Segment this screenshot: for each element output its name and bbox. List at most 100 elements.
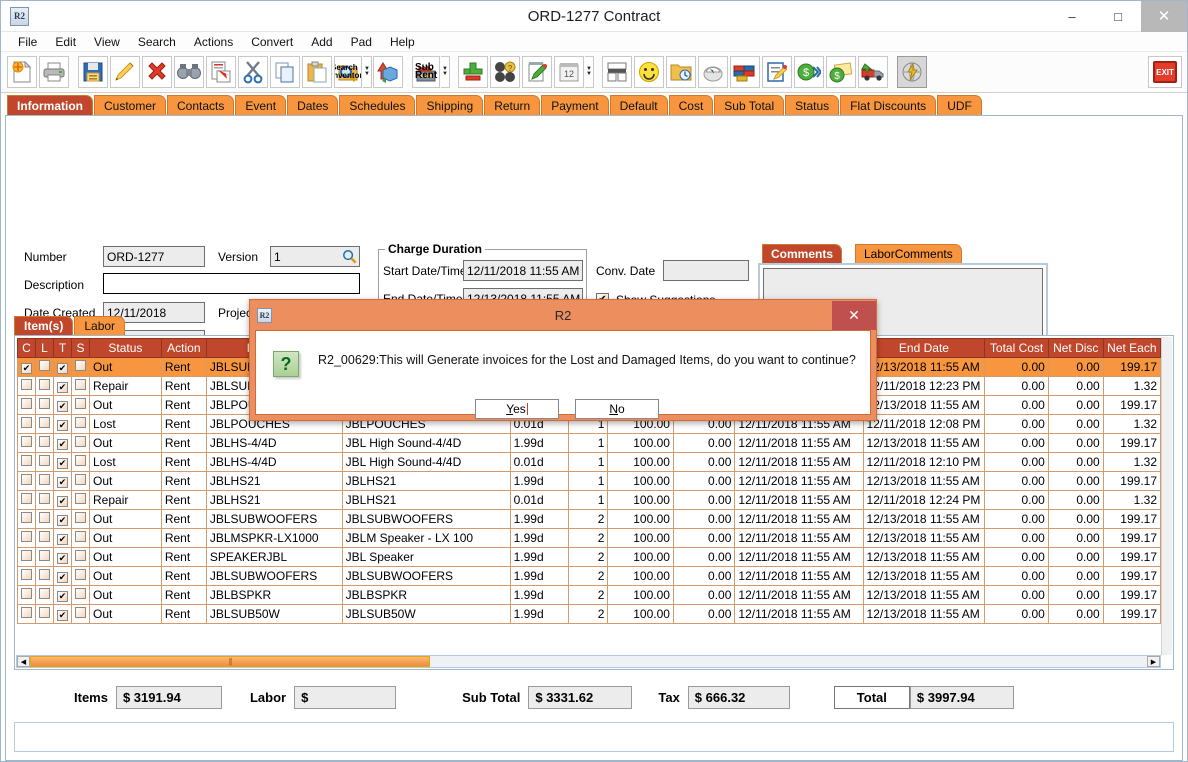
cell-action[interactable]: Rent — [160, 414, 207, 434]
row-checkbox-t[interactable]: ✔ — [53, 433, 72, 453]
col-total-cost[interactable]: Total Cost — [984, 338, 1049, 358]
row-checkbox-c[interactable] — [17, 395, 36, 415]
row-checkbox-l[interactable] — [35, 433, 54, 453]
cell-net-disc[interactable]: 0.00 — [1047, 528, 1104, 548]
new-document-icon[interactable] — [7, 56, 37, 88]
col-t[interactable]: T — [53, 338, 72, 358]
calendar-dropdown[interactable]: ▼ ▼ — [585, 56, 594, 88]
cell-qty[interactable]: 2 — [568, 528, 609, 548]
cell-total-cost[interactable]: 0.00 — [984, 433, 1049, 453]
delete-x-icon[interactable] — [142, 56, 172, 88]
cell-disc[interactable]: 0.00 — [672, 509, 736, 529]
cell-net-disc[interactable]: 0.00 — [1047, 395, 1104, 415]
cell-status[interactable]: Out — [89, 471, 162, 491]
row-checkbox-l[interactable] — [35, 414, 54, 434]
cell-total-cost[interactable]: 0.00 — [984, 490, 1049, 510]
cell-total-cost[interactable]: 0.00 — [984, 414, 1049, 434]
col-net-disc[interactable]: Net Disc — [1047, 338, 1104, 358]
cell-qty[interactable]: 1 — [568, 471, 609, 491]
sub-total-field[interactable]: $ 3331.62 — [528, 685, 633, 709]
row-checkbox-t[interactable]: ✔ — [53, 528, 72, 548]
cut-scissors-icon[interactable] — [238, 56, 268, 88]
cell-price[interactable]: 100.00 — [607, 490, 674, 510]
tab-event[interactable]: Event — [235, 95, 287, 115]
row-checkbox-s[interactable] — [71, 547, 90, 567]
table-row[interactable]: ✔ Out Rent JBLSUBWOOFERS JBLSUBWOOFERS 1.99d 2… — [17, 566, 1161, 586]
total-button[interactable]: Total — [833, 685, 910, 709]
dialog-close-button[interactable]: ✕ — [832, 300, 876, 330]
conv-date-field[interactable] — [663, 260, 749, 281]
cell-price[interactable]: 100.00 — [607, 509, 674, 529]
row-checkbox-t[interactable]: ✔ — [53, 547, 72, 567]
menu-item-file[interactable]: File — [18, 34, 38, 49]
row-checkbox-l[interactable] — [35, 604, 54, 624]
cell-duration[interactable]: 1.99d — [509, 509, 570, 529]
cell-description[interactable]: JBLSUB50W — [341, 604, 511, 624]
cell-description[interactable]: JBL Speaker — [341, 547, 511, 567]
description-field[interactable] — [103, 273, 360, 294]
cell-item-code[interactable]: SPEAKERJBL — [205, 547, 343, 567]
tab-labor[interactable]: Labor — [74, 316, 126, 335]
tab-comments[interactable]: Comments — [762, 244, 843, 263]
menu-item-actions[interactable]: Actions — [193, 34, 234, 49]
row-checkbox-c[interactable] — [17, 585, 36, 605]
cell-status[interactable]: Out — [89, 528, 162, 548]
menu-item-convert[interactable]: Convert — [251, 34, 294, 49]
cell-end-date[interactable]: 12/11/2018 12:24 PM — [862, 490, 986, 510]
cell-disc[interactable]: 0.00 — [672, 471, 736, 491]
cell-description[interactable]: JBLM Speaker - LX 100 — [341, 528, 511, 548]
col-c[interactable]: C — [17, 338, 36, 358]
cell-status[interactable]: Out — [89, 357, 162, 377]
cell-action[interactable]: Rent — [160, 528, 207, 548]
row-checkbox-t[interactable]: ✔ — [53, 566, 72, 586]
cell-status[interactable]: Out — [89, 547, 162, 567]
scroll-thumb[interactable]: ||| — [30, 656, 430, 667]
start-date-field[interactable]: 12/11/2018 11:55 AM — [463, 260, 583, 281]
cell-end-date[interactable]: 12/13/2018 11:55 AM — [862, 433, 986, 453]
cell-price[interactable]: 100.00 — [607, 547, 674, 567]
cell-net-disc[interactable]: 0.00 — [1047, 471, 1104, 491]
cell-qty[interactable]: 2 — [568, 566, 609, 586]
tab-contacts[interactable]: Contacts — [167, 95, 235, 115]
cell-action[interactable]: Rent — [160, 566, 207, 586]
tab-schedules[interactable]: Schedules — [339, 95, 416, 115]
cell-action[interactable]: Rent — [160, 585, 207, 605]
cell-total-cost[interactable]: 0.00 — [984, 376, 1049, 396]
cell-qty[interactable]: 1 — [568, 490, 609, 510]
cell-net-disc[interactable]: 0.00 — [1047, 414, 1104, 434]
add-plus-icon[interactable] — [458, 56, 488, 88]
tab-labor-comments[interactable]: LaborComments — [855, 244, 962, 263]
table-row[interactable]: ✔ Out Rent JBLHS-4/4D JBL High Sound-4/4D 1.9… — [17, 433, 1161, 453]
cell-duration[interactable]: 1.99d — [509, 433, 570, 453]
table-row[interactable]: ✔ Out Rent JBLSUBWOOFERS JBLSUBWOOFERS 1.99d 2… — [17, 509, 1161, 529]
cell-qty[interactable]: 1 — [568, 452, 609, 472]
cell-net-each[interactable]: 199.17 — [1102, 471, 1161, 491]
tab-information[interactable]: Information — [7, 95, 93, 115]
row-checkbox-c[interactable] — [17, 471, 36, 491]
cell-action[interactable]: Rent — [160, 604, 207, 624]
print-icon[interactable] — [39, 56, 69, 88]
cell-net-each[interactable]: 1.32 — [1102, 490, 1161, 510]
cell-end-date[interactable]: 12/13/2018 11:55 AM — [862, 357, 986, 377]
tab-dates[interactable]: Dates — [287, 95, 339, 115]
cell-start-date[interactable]: 12/11/2018 11:55 AM — [734, 433, 864, 453]
cell-net-disc[interactable]: 0.00 — [1047, 509, 1104, 529]
cell-duration[interactable]: 0.01d — [509, 452, 570, 472]
tab-cost[interactable]: Cost — [668, 95, 714, 115]
row-checkbox-s[interactable] — [71, 585, 90, 605]
cell-total-cost[interactable]: 0.00 — [984, 604, 1049, 624]
cell-net-each[interactable]: 199.17 — [1102, 509, 1161, 529]
cell-status[interactable]: Out — [89, 566, 162, 586]
minimize-button[interactable]: – — [1068, 8, 1076, 24]
menu-item-edit[interactable]: Edit — [55, 34, 77, 49]
table-row[interactable]: ✔ Out Rent JBLMSPKR-LX1000 JBLM Speaker - LX… — [17, 528, 1161, 548]
notepad-edit-icon[interactable] — [522, 56, 552, 88]
smiley-icon[interactable] — [634, 56, 664, 88]
row-checkbox-c[interactable] — [17, 566, 36, 586]
lightning-globe-icon[interactable] — [897, 56, 927, 88]
table-row[interactable]: ✔ Out Rent JBLBSPKR JBLBSPKR 1.99d 2 100.00 0.00… — [17, 585, 1161, 605]
row-checkbox-t[interactable]: ✔ — [53, 585, 72, 605]
row-checkbox-c[interactable] — [17, 547, 36, 567]
row-checkbox-s[interactable] — [71, 433, 90, 453]
menu-item-add[interactable]: Add — [311, 34, 333, 49]
